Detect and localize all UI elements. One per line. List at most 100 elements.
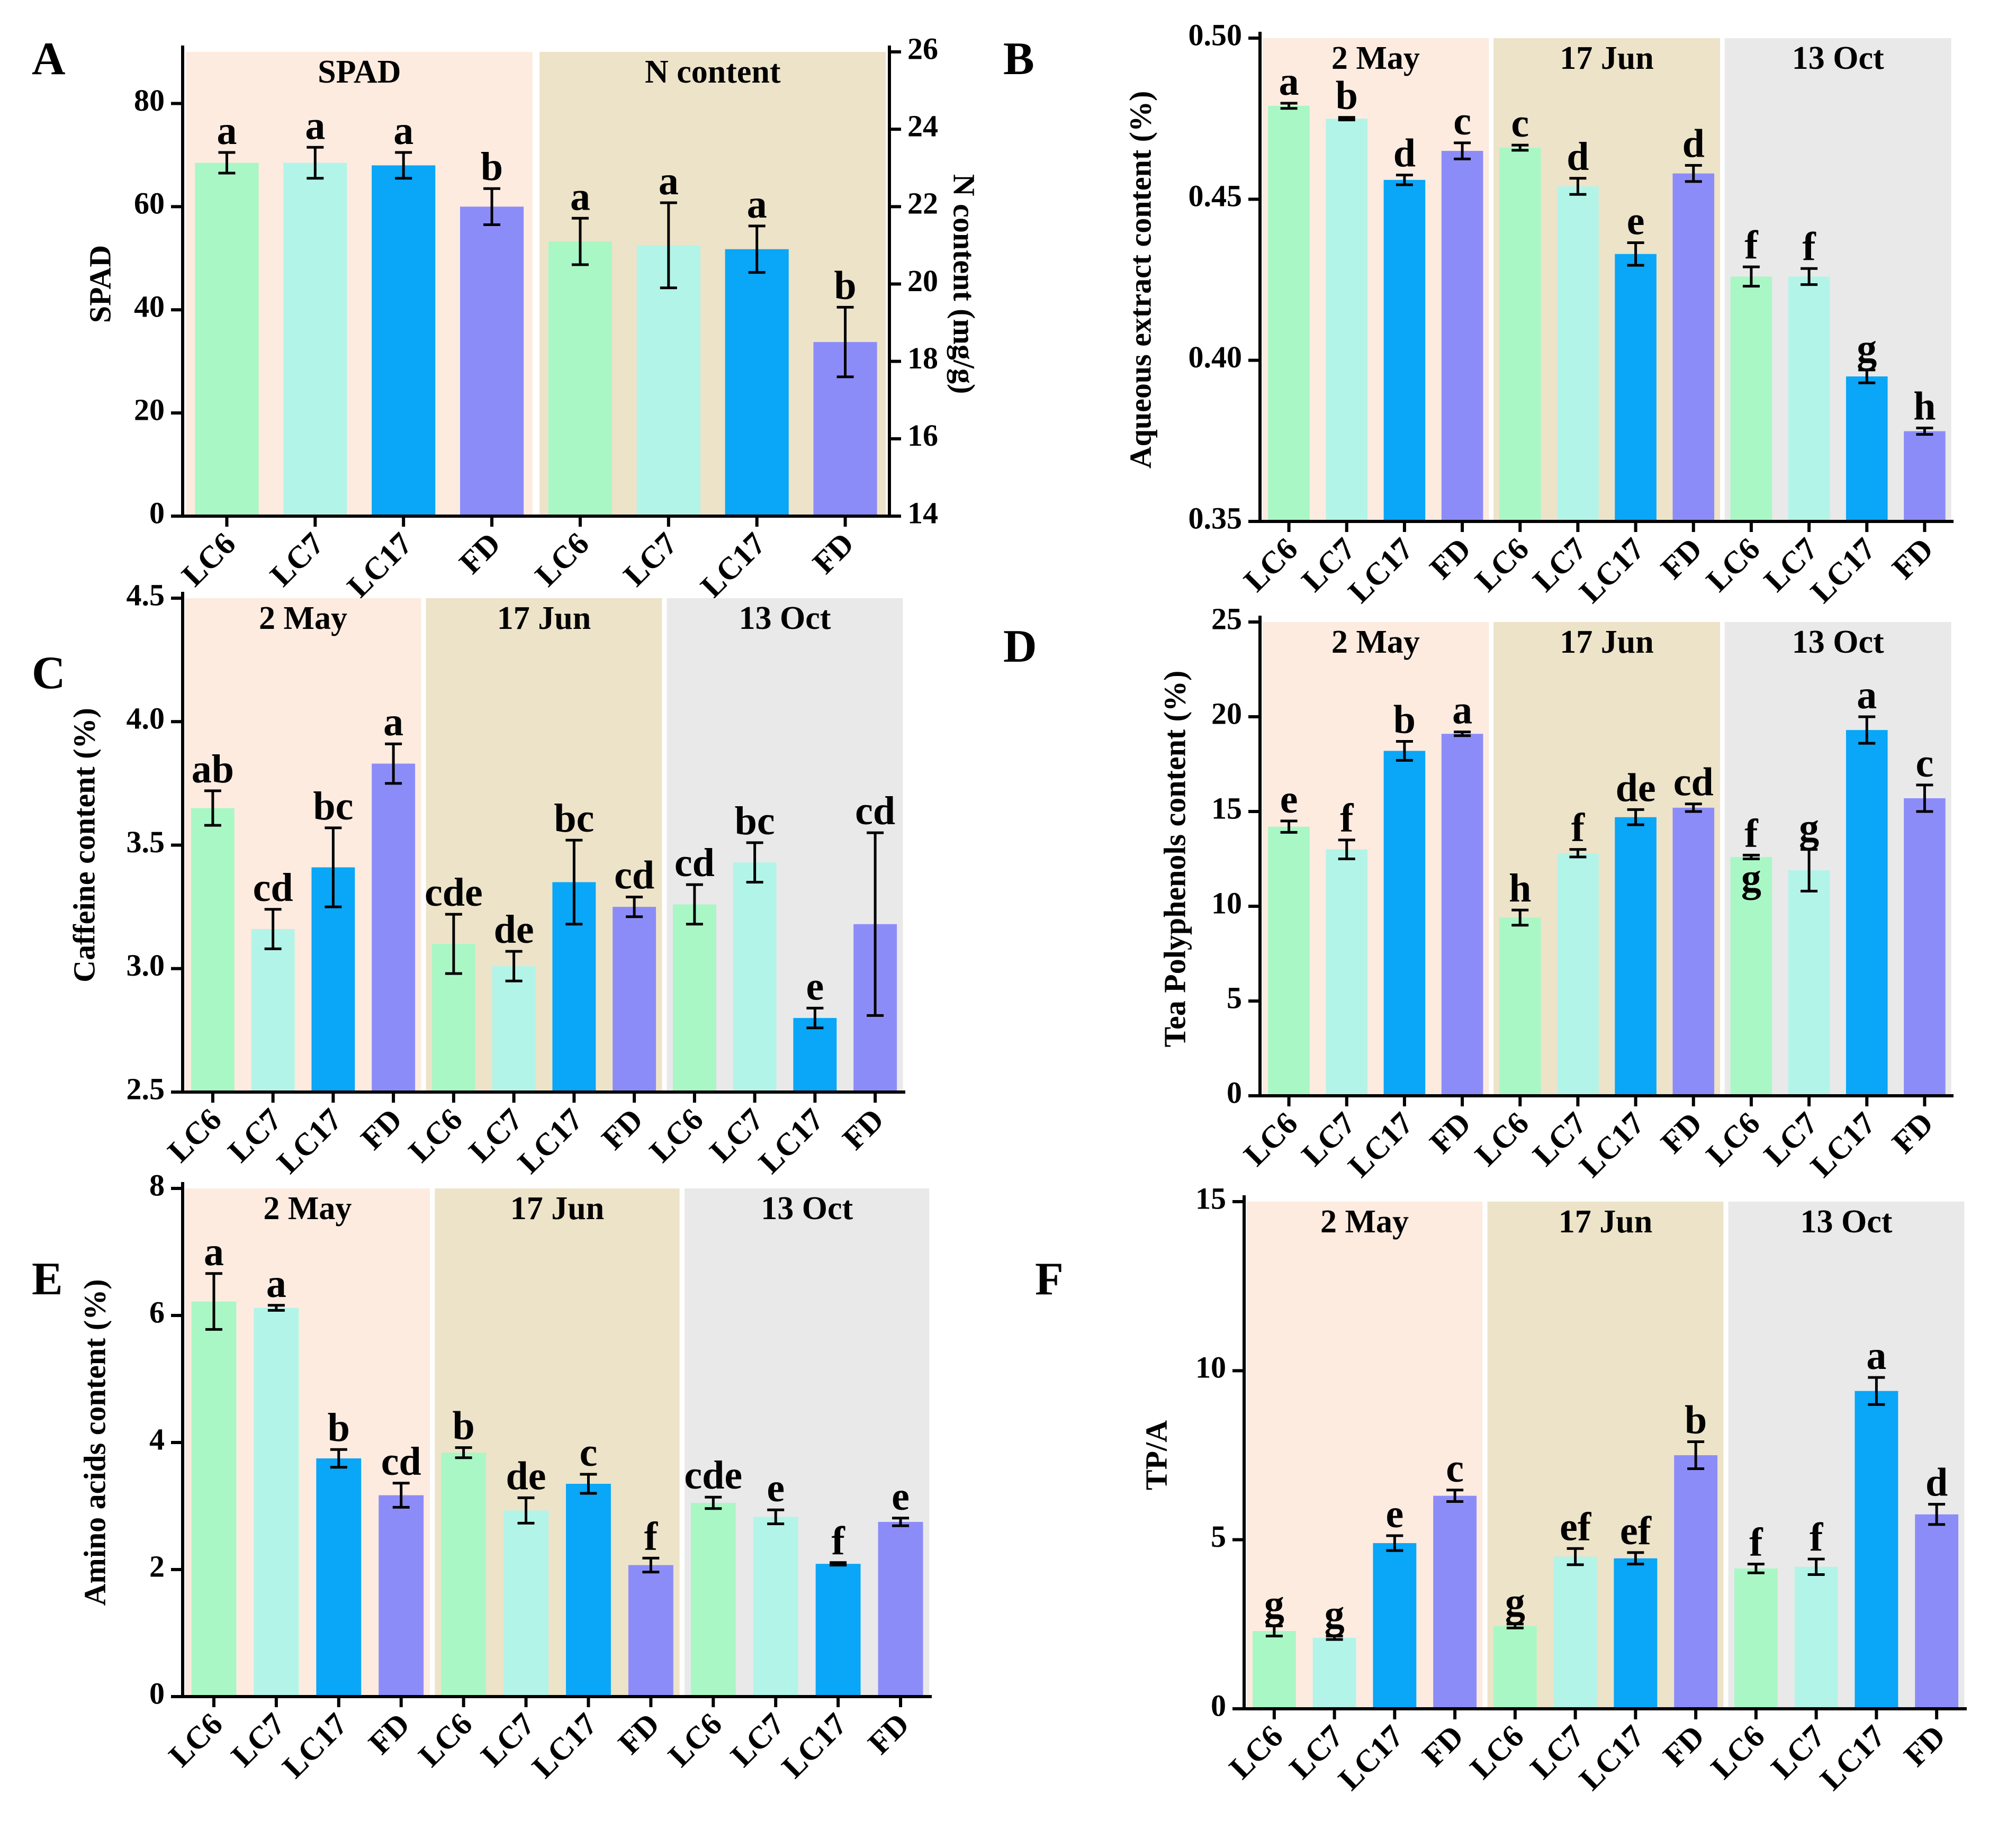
bar	[878, 1522, 923, 1697]
y-tick-label: 10	[1195, 1350, 1226, 1385]
x-tick-label: LC17	[1813, 1718, 1892, 1797]
y-tick-label: 0.35	[1189, 501, 1243, 535]
x-tick-label: LC6	[1468, 1105, 1535, 1173]
bar	[191, 1301, 237, 1697]
bar	[1788, 276, 1830, 521]
y-axis-title: SPAD	[83, 245, 117, 323]
significance-letter: f	[1802, 224, 1816, 269]
x-tick-label: FD	[1657, 1718, 1711, 1773]
significance-letter: c	[1446, 1446, 1464, 1491]
significance-letter: f	[644, 1514, 659, 1558]
significance-letter: f	[831, 1519, 845, 1563]
group-label: 17 Jun	[1559, 1204, 1652, 1240]
y-tick-label: 8	[149, 1168, 165, 1202]
group-label: 17 Jun	[510, 1191, 604, 1227]
significance-letter: a	[1857, 673, 1877, 717]
significance-letter: g	[1325, 1592, 1345, 1637]
y-tick-label: 4	[149, 1422, 165, 1456]
significance-letter: b	[834, 263, 856, 308]
y-tick-label: 0.45	[1189, 179, 1243, 213]
bar	[1846, 730, 1888, 1096]
y2-tick-label: 24	[907, 109, 938, 143]
significance-letter: c	[580, 1430, 598, 1475]
significance-letter: h	[1509, 866, 1531, 910]
bar	[1794, 1566, 1838, 1709]
significance-letter: a	[266, 1261, 286, 1306]
y-axis-title: Amino acids content (%)	[77, 1279, 112, 1606]
y-tick-label: 3.5	[127, 825, 165, 859]
x-tick-label: LC6	[412, 1706, 479, 1773]
y-tick-label: 5	[1227, 980, 1242, 1015]
y-tick-label: 25	[1211, 601, 1242, 636]
y-axis-title: Caffeine content (%)	[67, 708, 101, 982]
x-tick-label: FD	[1423, 531, 1478, 585]
bar	[316, 1458, 362, 1697]
significance-letter: d	[1393, 131, 1416, 176]
y-tick-label: 10	[1211, 886, 1242, 920]
group-label: 2 May	[259, 600, 347, 636]
bar	[613, 907, 656, 1092]
bar	[1383, 179, 1426, 521]
y-axis-title: Tea Polyphenols content (%)	[1157, 671, 1192, 1048]
bar	[1441, 151, 1483, 521]
bar	[753, 1517, 798, 1697]
bar	[191, 808, 235, 1092]
significance-letter: g	[1505, 1580, 1525, 1625]
significance-letter: b	[328, 1405, 350, 1450]
x-tick-label: LC17	[1804, 531, 1882, 609]
significance-letter: f	[1571, 806, 1586, 850]
bar	[1268, 826, 1310, 1096]
bar	[1904, 431, 1946, 521]
bar	[503, 1510, 548, 1697]
bar	[379, 1495, 424, 1697]
y-tick-label: 60	[134, 186, 165, 221]
bar	[1373, 1543, 1417, 1709]
x-tick-label: LC17	[340, 526, 419, 604]
y-tick-label: 2	[149, 1549, 165, 1583]
bar	[636, 245, 700, 516]
significance-letter: b	[1336, 74, 1358, 118]
bar	[372, 763, 416, 1092]
significance-letter: e	[892, 1474, 910, 1519]
group-label: 17 Jun	[1560, 40, 1653, 76]
x-tick-label: LC17	[1342, 1105, 1420, 1184]
x-tick-label: LC17	[694, 526, 772, 604]
x-tick-label: LC17	[276, 1706, 354, 1784]
bar	[1614, 1558, 1658, 1709]
significance-letter: bc	[735, 799, 775, 843]
y2-tick-label: 22	[907, 186, 938, 221]
y2-tick-label: 16	[907, 418, 938, 453]
significance-letter: g	[1857, 326, 1877, 371]
significance-letter: e	[767, 1466, 785, 1510]
bar	[1615, 817, 1657, 1096]
x-tick-label: FD	[595, 1102, 650, 1156]
group-label: 13 Oct	[1792, 624, 1884, 660]
significance-letter: ab	[192, 747, 234, 791]
x-tick-label: LC6	[1699, 1105, 1767, 1173]
panel-label: C	[32, 647, 66, 699]
y-tick-label: 15	[1211, 791, 1242, 825]
x-tick-label: FD	[861, 1706, 916, 1761]
y-tick-label: 6	[149, 1295, 165, 1329]
y-tick-label: 80	[134, 83, 165, 118]
bar	[1499, 147, 1541, 521]
bar	[793, 1018, 837, 1092]
panel-label: F	[1035, 1254, 1064, 1305]
significance-letter: cde	[684, 1453, 742, 1498]
y2-tick-label: 18	[907, 341, 938, 375]
x-tick-label: LC17	[270, 1102, 348, 1180]
significance-letter: a	[305, 103, 325, 148]
bar	[1553, 1556, 1597, 1709]
x-tick-label: FD	[836, 1102, 890, 1156]
x-tick-label: LC17	[1572, 1718, 1651, 1797]
y-tick-label: 0	[149, 1676, 165, 1710]
bar	[1499, 917, 1541, 1096]
significance-letter: a	[747, 182, 767, 227]
bar	[251, 929, 295, 1092]
significance-letter: b	[452, 1404, 474, 1448]
bar	[1730, 857, 1772, 1096]
y-tick-label: 3.0	[127, 948, 165, 982]
bar	[815, 1564, 861, 1697]
